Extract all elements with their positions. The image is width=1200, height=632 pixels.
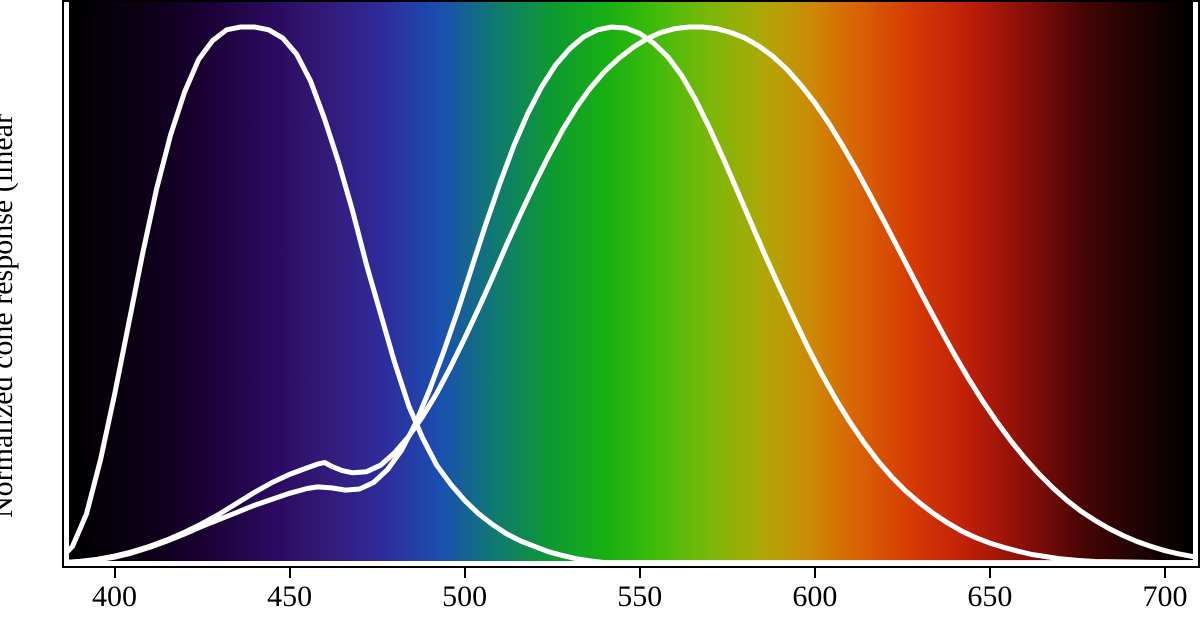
x-tick-mark [114, 568, 116, 578]
x-tick-mark [989, 568, 991, 578]
x-tick-label: 600 [792, 580, 837, 614]
x-tick-label: 500 [442, 580, 487, 614]
x-tick-mark [639, 568, 641, 578]
x-tick-label: 550 [617, 580, 662, 614]
x-tick-label: 400 [92, 580, 137, 614]
cone-response-chart: Normalized cone response (linear 4004505… [0, 0, 1200, 632]
x-tick-mark [289, 568, 291, 578]
x-tick-label: 700 [1142, 580, 1187, 614]
x-tick-mark [1164, 568, 1166, 578]
x-tick-label: 450 [267, 580, 312, 614]
spectrum-background [69, 0, 1193, 561]
x-tick-mark [814, 568, 816, 578]
x-tick-label: 650 [967, 580, 1012, 614]
x-tick-mark [464, 568, 466, 578]
plot-svg [0, 0, 1200, 632]
